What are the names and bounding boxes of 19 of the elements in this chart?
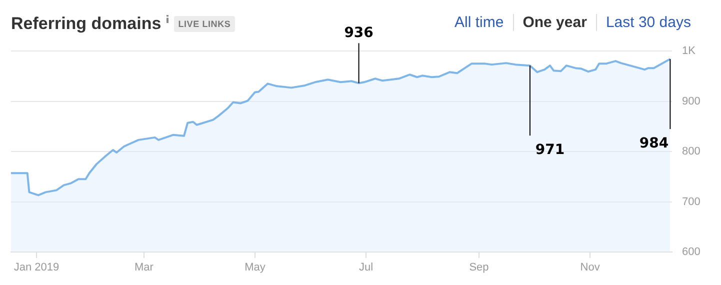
x-tick-label: Jan 2019 — [14, 262, 60, 274]
y-tick-label: 600 — [682, 246, 700, 258]
y-tick-label: 1K — [682, 45, 696, 58]
x-tick-label: Jul — [359, 262, 374, 274]
text: All time — [454, 14, 505, 31]
x-tick-label: Sep — [469, 262, 489, 274]
x-tick-label: Nov — [580, 262, 600, 274]
annotation: 936 — [344, 24, 374, 41]
y-tick-label: 700 — [682, 196, 700, 208]
y-tick-label: 800 — [682, 146, 700, 158]
y-tick-label: 900 — [682, 95, 700, 108]
x-tick-label: Mar — [134, 262, 154, 274]
chart-subtitle: LIVE LINKS — [174, 16, 235, 32]
text: One year — [512, 14, 596, 31]
annotation: 984 — [639, 136, 669, 152]
chart-title: Referring domains — [11, 14, 162, 34]
x-tick-label: May — [244, 262, 266, 274]
annotation: 971 — [535, 142, 565, 158]
text: Last 30 days — [596, 14, 700, 31]
